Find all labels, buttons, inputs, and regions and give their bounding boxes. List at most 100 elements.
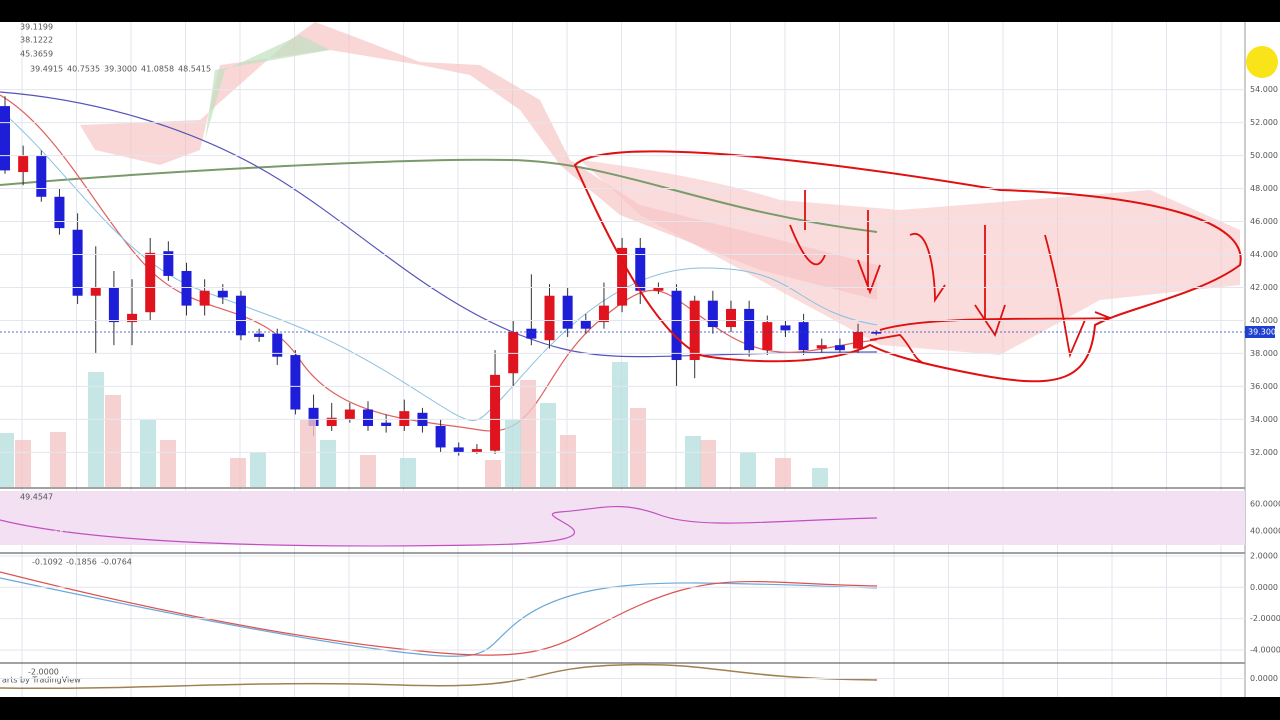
candle-body (145, 252, 156, 313)
candle-body (526, 328, 537, 339)
candle-body (726, 308, 736, 328)
annotation-arrows (789, 190, 1113, 363)
candle-body (689, 300, 700, 361)
last-panel-line (0, 663, 878, 690)
legend-value: 48.5415 (178, 65, 211, 74)
candle-body (326, 417, 337, 426)
candle-body (453, 447, 464, 453)
y-tick-label: 50.000 (1250, 151, 1278, 160)
layer: 0.0000 (0, 674, 1278, 683)
layer: 60.0000 40.0000 (0, 499, 1280, 535)
candle-body (72, 229, 83, 296)
legend-value: 38.1222 (20, 36, 53, 45)
candle-body (780, 325, 791, 331)
y-tick-label: 2.0000 (1250, 551, 1278, 560)
candle-body (108, 287, 119, 323)
layer: 2.0000 0.0000 -2.0000 -4.0000 (0, 551, 1280, 654)
volume (15, 380, 791, 487)
candle-body (290, 355, 301, 410)
candle-body (853, 332, 864, 349)
candle-body (399, 411, 410, 426)
candle-body (254, 333, 265, 337)
candle-body (544, 295, 555, 341)
y-tick-label: 46.000 (1250, 217, 1278, 226)
candle-body (54, 196, 65, 229)
rsi-line (0, 506, 878, 547)
macd-value: -0.0764 (101, 558, 132, 567)
last-price-label: 39.300 (1248, 328, 1276, 337)
y-tick-label: 54.000 (1250, 85, 1278, 94)
candle-body (217, 290, 228, 298)
y-tick-label: 60.0000 (1250, 499, 1280, 508)
panel-value: -2.0000 (28, 668, 59, 677)
candle-body (181, 270, 192, 306)
candle-body (617, 247, 628, 306)
bottom-bar (0, 697, 1280, 720)
y-tick-label: 34.000 (1250, 415, 1278, 424)
cloud-green (205, 35, 330, 140)
layer: 39.300 (0, 326, 1276, 338)
legend-value: 39.4915 (30, 65, 63, 74)
y-tick-label: 40.000 (1250, 316, 1278, 325)
candle-body (308, 407, 319, 426)
y-tick-label: 52.000 (1250, 118, 1278, 127)
y-tick-label: -4.0000 (1250, 645, 1280, 654)
layer: 32.000 34.000 36.000 38.000 40.000 42.000 44.0… (0, 85, 1278, 457)
macd-line (0, 577, 878, 657)
legend-value: 39.3000 (104, 65, 137, 74)
last-price-box (1245, 326, 1275, 338)
y-tick-label: 42.000 (1250, 283, 1278, 292)
candle-body (762, 322, 773, 351)
legend-value: 45.3659 (20, 50, 53, 59)
rsi-band (0, 491, 1245, 545)
candle-body (744, 308, 755, 351)
volume-down (0, 362, 828, 487)
candle-body (653, 287, 664, 291)
y-tick-label: 44.000 (1250, 250, 1278, 259)
y-tick-label: -2.0000 (1250, 614, 1280, 623)
cursor-highlight (1246, 46, 1278, 78)
y-tick-label: 38.000 (1250, 349, 1278, 358)
candle-body (235, 295, 246, 336)
ma-long (0, 158, 878, 233)
candle-body (381, 422, 392, 426)
candle-body (834, 345, 845, 351)
candle-body (871, 332, 882, 334)
candle-body (18, 155, 29, 173)
candle-body (90, 287, 101, 296)
candle-body (272, 333, 283, 357)
y-tick-label: 40.0000 (1250, 526, 1280, 535)
y-tick-label: 48.000 (1250, 184, 1278, 193)
candle-body (471, 449, 482, 453)
top-bar (0, 0, 1280, 22)
candle-body (798, 322, 809, 351)
candles (0, 96, 882, 456)
annotation-outline (573, 150, 1242, 383)
y-tick-label: 36.000 (1250, 382, 1278, 391)
candle-body (363, 409, 373, 426)
macd-value: -0.1092 (32, 558, 63, 567)
candle-body (671, 290, 682, 361)
candle-body (344, 409, 355, 420)
rsi-value: 49.4547 (20, 493, 53, 502)
ichimoku-legend: 39.4915 40.7535 39.3000 41.0858 48.5415 (30, 65, 211, 74)
candle-body (490, 374, 501, 451)
ma-light (0, 109, 878, 421)
candle-body (435, 425, 446, 448)
candle-body (127, 313, 138, 323)
legend-value: 40.7535 (67, 65, 100, 74)
y-tick-label: 32.000 (1250, 448, 1278, 457)
y-tick-label: 0.0000 (1250, 674, 1278, 683)
candle-body (707, 300, 718, 328)
candle-body (199, 290, 210, 306)
candle-body (598, 305, 609, 323)
candle-body (580, 320, 591, 329)
candle-body (635, 247, 646, 291)
legend-value: 41.0858 (141, 65, 174, 74)
macd-value: -0.1856 (66, 558, 97, 567)
ma-mid (0, 91, 878, 358)
candle-body (816, 345, 827, 349)
candle-body (163, 251, 174, 276)
